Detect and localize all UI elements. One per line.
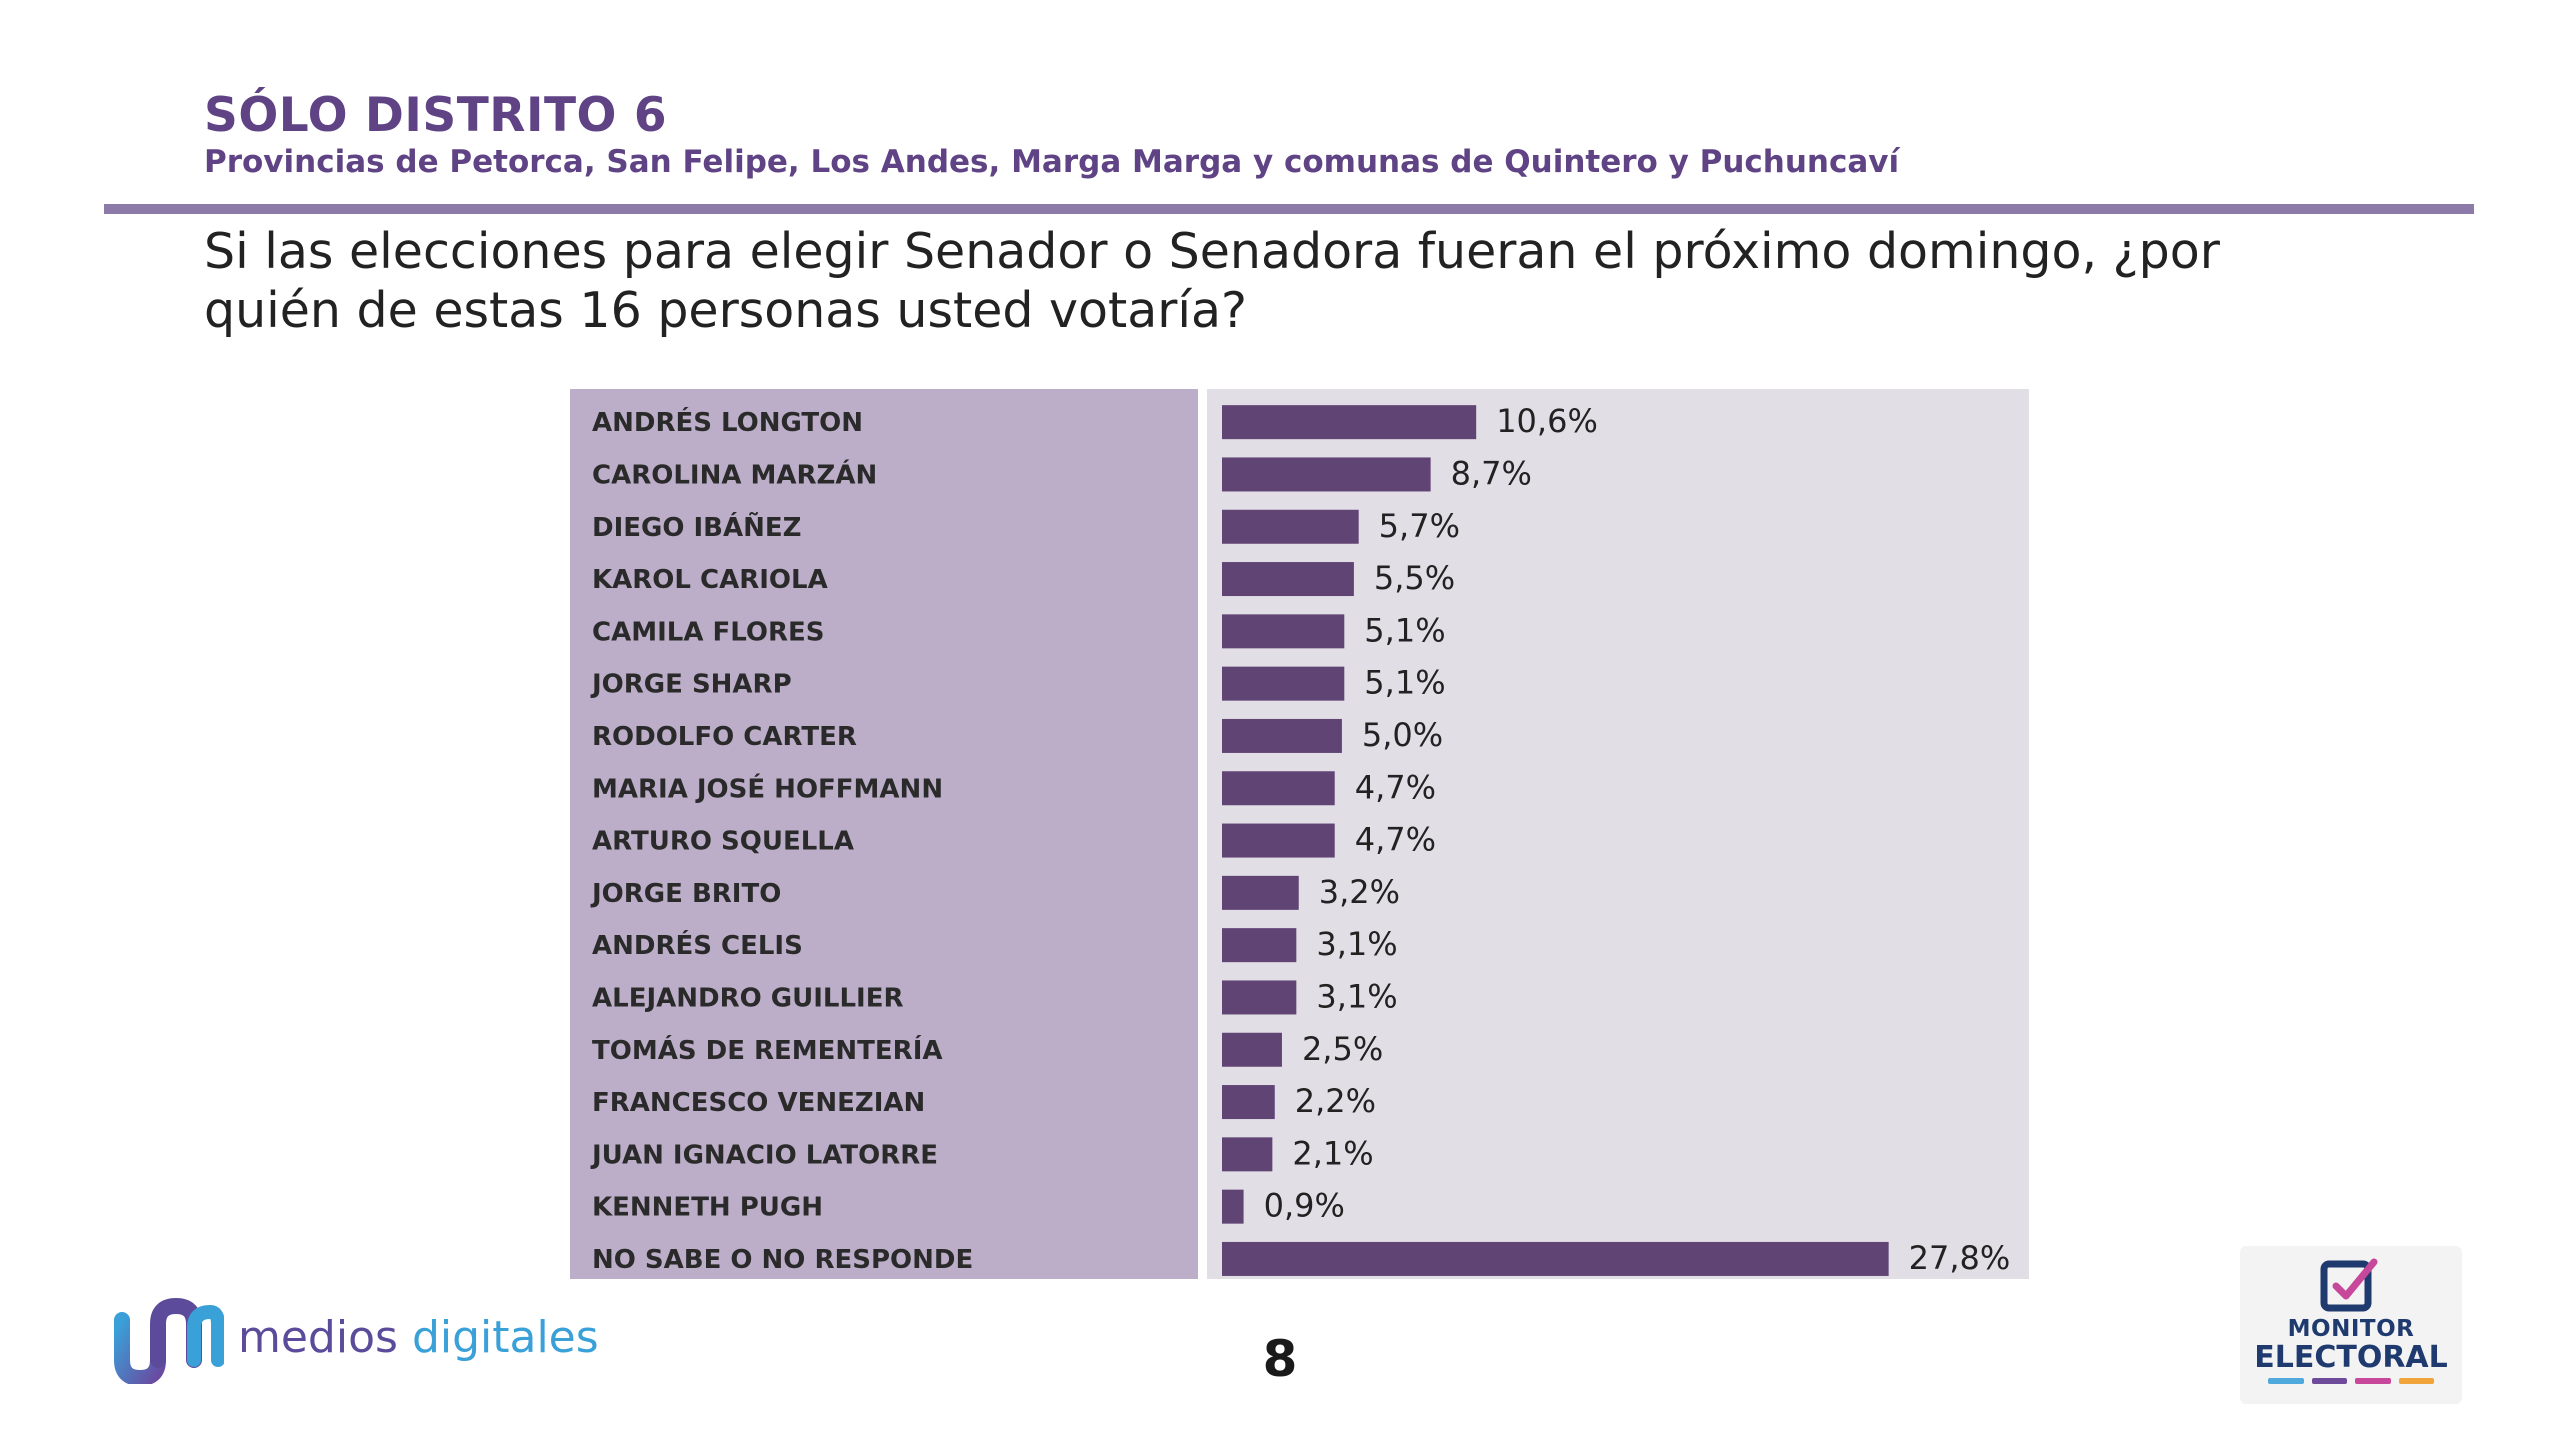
bar-panel: [1207, 389, 2029, 1279]
wordmark-digitales: digitales: [411, 1312, 599, 1363]
medios-digitales-logo-icon: [114, 1298, 224, 1384]
survey-question: Si las elecciones para elegir Senador o …: [204, 223, 2220, 339]
wordmark-medios: medios: [238, 1312, 398, 1363]
monitor-label: MONITOR: [2287, 1316, 2415, 1342]
slide-title: SÓLO DISTRITO 6: [204, 88, 668, 143]
page-number: 8: [1262, 1330, 1298, 1388]
ballot-check-icon: [2320, 1258, 2378, 1312]
electoral-label: ELECTORAL: [2254, 1340, 2448, 1375]
medios-digitales-wordmark: medios digitales: [238, 1312, 599, 1363]
header-divider: [104, 204, 2474, 214]
monitor-electoral-logo: MONITOR ELECTORAL: [2240, 1246, 2462, 1404]
slide-subtitle: Provincias de Petorca, San Felipe, Los A…: [204, 144, 1900, 180]
color-stripes: [2268, 1378, 2434, 1384]
label-panel: [570, 389, 1198, 1279]
